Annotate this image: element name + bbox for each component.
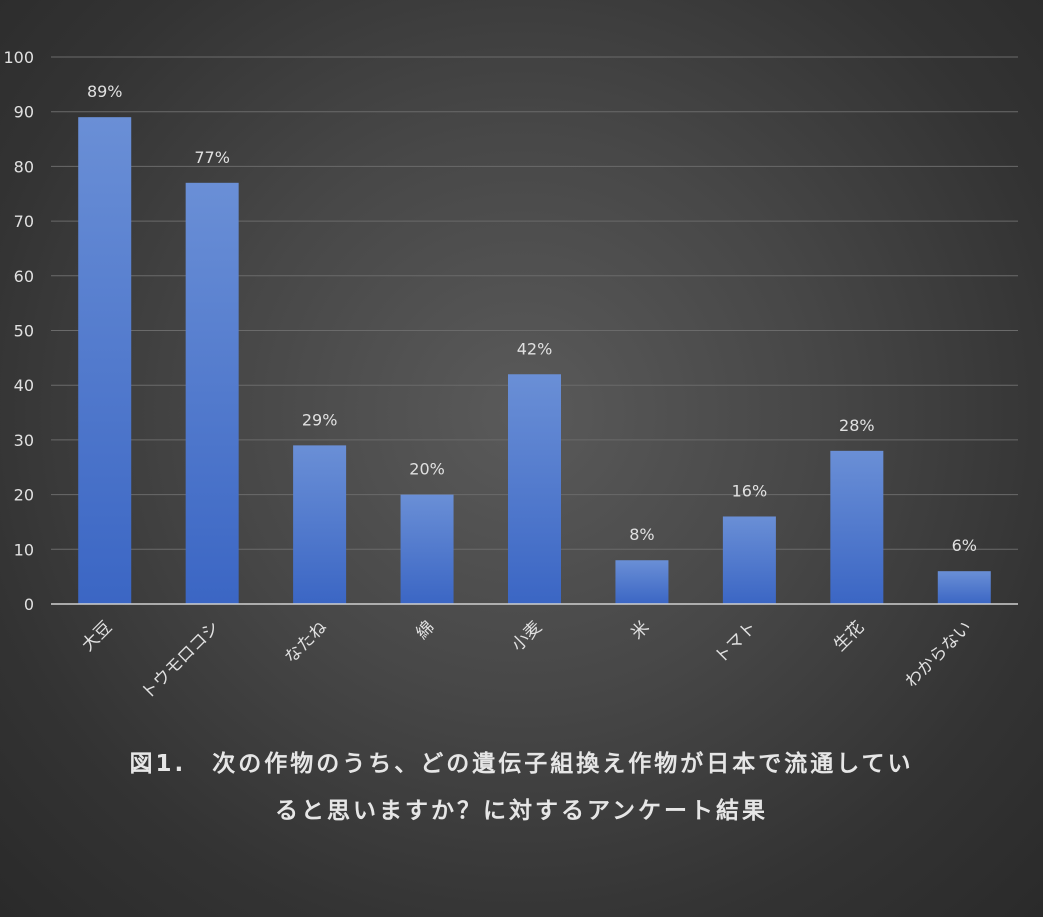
bars [78,117,991,605]
y-tick-label: 50 [14,322,34,341]
x-axis-ticks: 大豆 トウモロコシ なたね 綿 小麦 米 トマト 生花 わからない [78,617,976,703]
y-tick-label: 10 [14,540,34,559]
bar [937,571,991,604]
y-tick-label: 80 [14,157,34,176]
y-tick-label: 60 [14,267,34,286]
data-label: 29% [302,410,338,429]
x-tick-label: トマト [711,617,761,667]
data-labels: 89% 77% 29% 20% 42% 8% 16% 28% 6% [87,82,977,555]
x-tick-label: 米 [627,617,653,643]
data-label: 8% [629,525,654,544]
figure-caption-line-1: 図1. 次の作物のうち、どの遺伝子組換え作物が日本で流通してい [129,751,914,777]
x-tick-label: 小麦 [508,617,546,655]
data-label: 16% [732,481,768,500]
x-tick-label: トウモロコシ [137,617,223,703]
y-tick-label: 0 [24,595,34,614]
x-tick-label: わからない [902,617,976,691]
y-tick-label: 30 [14,431,34,450]
data-label: 89% [87,82,123,101]
y-axis-ticks: 0 10 20 30 40 50 60 70 80 90 100 [3,48,34,614]
data-label: 77% [194,148,230,167]
x-tick-label: 生花 [830,617,868,655]
y-tick-label: 90 [14,103,34,122]
y-tick-label: 40 [14,376,34,395]
x-tick-label: 綿 [412,617,438,643]
x-tick-label: 大豆 [78,617,116,655]
bar [508,374,561,604]
data-label: 20% [409,460,445,479]
data-label: 6% [952,536,977,555]
bar [78,117,132,605]
y-tick-label: 20 [14,486,34,505]
bar [615,560,669,604]
bar [185,182,239,604]
x-tick-label: なたね [281,617,331,667]
data-label: 28% [839,416,875,435]
figure-caption-line-2: ると思いますか？に対するアンケート結果 [274,798,769,824]
bar [830,450,884,604]
data-label: 42% [517,339,553,358]
y-tick-label: 100 [3,48,34,67]
y-tick-label: 70 [14,212,34,231]
bar [293,445,347,604]
bar [400,494,454,604]
bar [722,516,776,604]
